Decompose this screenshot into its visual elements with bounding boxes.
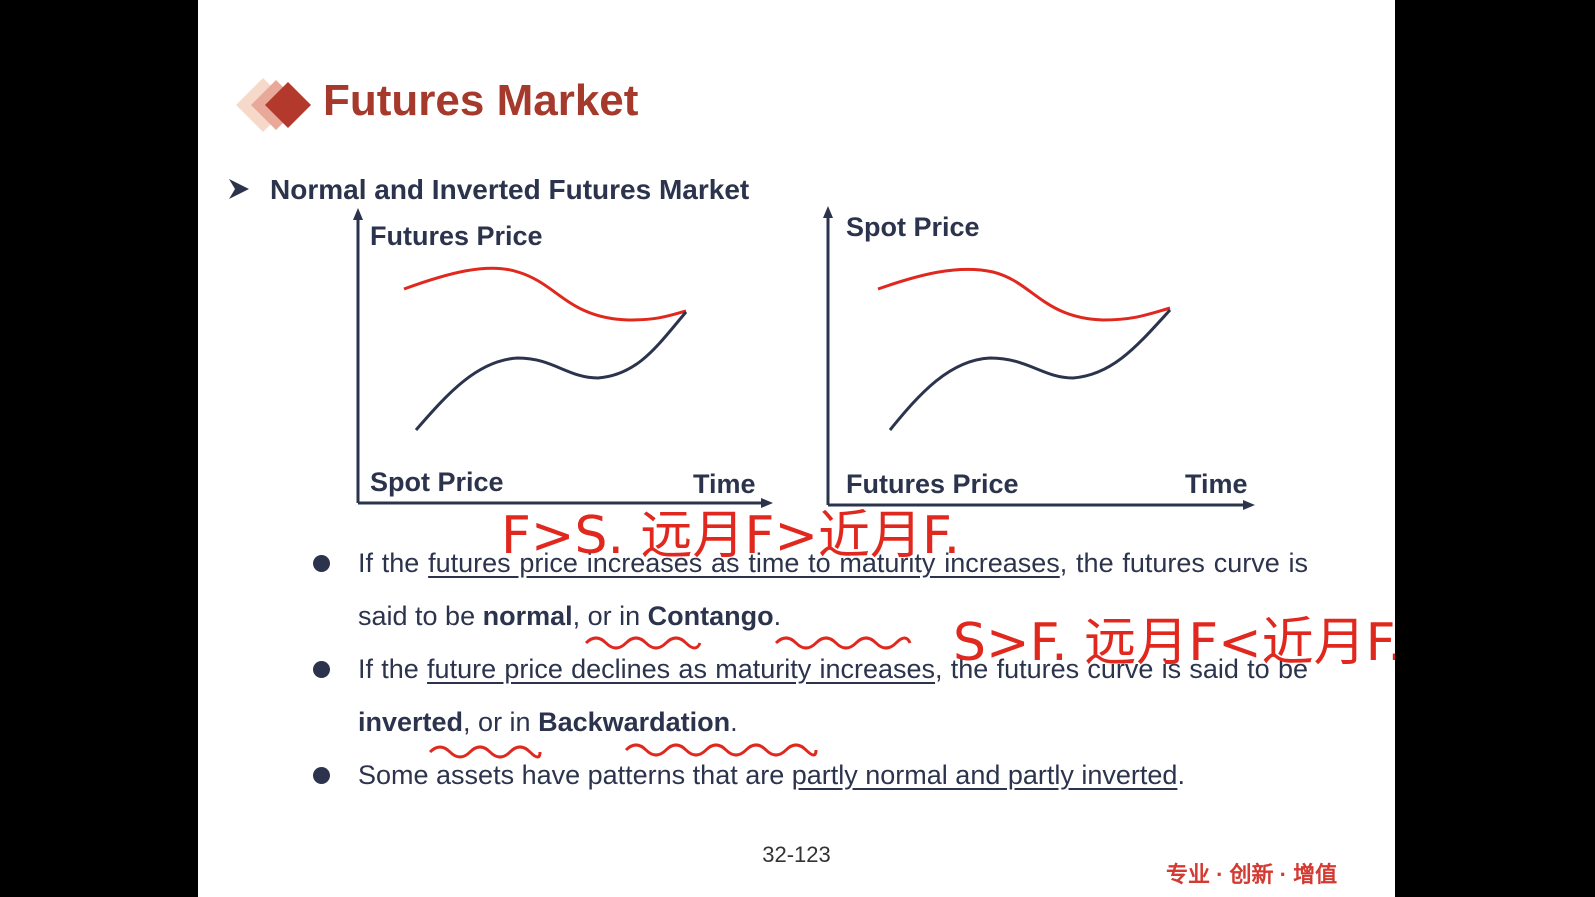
term-inverted: inverted [358, 707, 464, 737]
right-x-label: Time [1185, 469, 1248, 499]
diamond-logo-icon [236, 78, 311, 132]
text: . [730, 707, 738, 737]
left-diagram: Futures Price Spot Price Time [353, 208, 773, 508]
right-lower-curve [888, 308, 1172, 431]
term-normal: normal [482, 601, 573, 631]
left-x-axis-arrow-icon [761, 498, 773, 508]
right-upper-curve [877, 267, 1171, 322]
underlined-text: futures price increases as time to matur… [428, 548, 1060, 578]
text: , the futures curve is said to be [935, 654, 1308, 684]
text: If the [358, 654, 428, 684]
left-y-label: Futures Price [370, 221, 543, 251]
text: , or in [572, 601, 648, 631]
section-subheading: Normal and Inverted Futures Market [229, 174, 750, 206]
underlined-text: future price declines as maturity increa… [427, 654, 936, 684]
right-diagram: Spot Price Futures Price Time [823, 206, 1255, 510]
term-contango: Contango [647, 601, 774, 631]
right-y-label: Spot Price [846, 212, 980, 242]
futures-diagrams: Futures Price Spot Price Time Spot Price… [353, 206, 1255, 510]
bullet-inverted: If the future price declines as maturity… [308, 643, 1308, 749]
text: . [773, 601, 782, 631]
text: . [1177, 760, 1185, 790]
right-curve-label: Futures Price [846, 469, 1019, 499]
right-x-axis-arrow-icon [1243, 500, 1255, 510]
text: , the futures curve is said to be [358, 548, 1308, 631]
underlined-text: partly normal and partly inverted [791, 760, 1178, 790]
left-upper-curve [403, 266, 687, 322]
left-x-label: Time [693, 469, 756, 499]
bullet-partly: Some assets have patterns that are partl… [308, 749, 1308, 802]
slide: Futures Market Normal and Inverted Futur… [198, 0, 1395, 897]
text: If the [358, 548, 429, 578]
arrow-bullet-icon [229, 179, 249, 199]
slide-title: Futures Market [323, 76, 639, 125]
left-lower-curve [414, 311, 688, 431]
left-y-axis-arrow-icon [353, 208, 363, 220]
subheading-text: Normal and Inverted Futures Market [270, 174, 750, 205]
bullet-normal: If the futures price increases as time t… [308, 537, 1308, 643]
text: Some assets have patterns that are [358, 760, 792, 790]
term-backwardation: Backwardation [538, 707, 731, 737]
slogan: 专业 · 创新 · 增值 [1166, 862, 1338, 887]
bullet-list: If the futures price increases as time t… [308, 537, 1308, 802]
right-y-axis-arrow-icon [823, 206, 833, 218]
left-curve-label: Spot Price [370, 467, 504, 497]
page-number: 32-123 [762, 842, 831, 867]
text: , or in [463, 707, 539, 737]
